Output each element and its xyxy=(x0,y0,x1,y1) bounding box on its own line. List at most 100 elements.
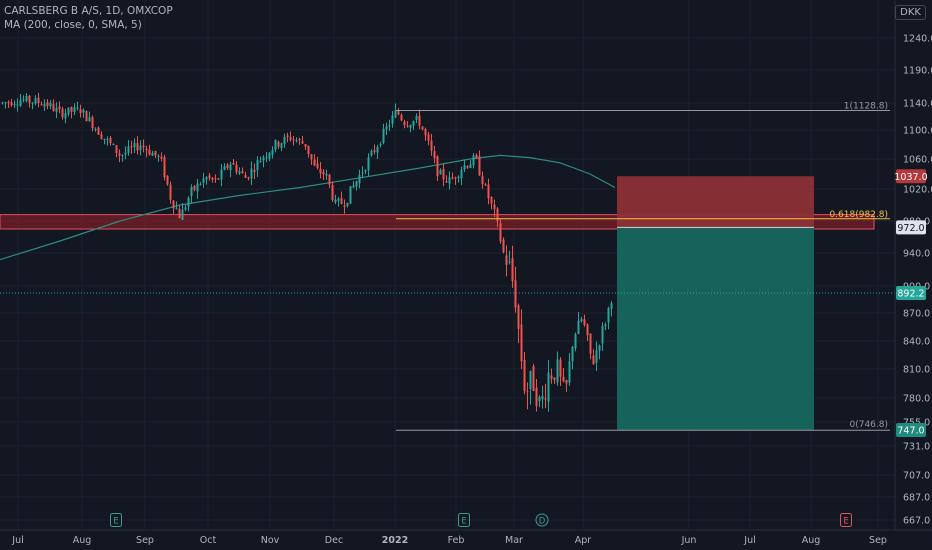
candle-body xyxy=(109,137,112,144)
candle-body xyxy=(55,107,58,112)
candle-body xyxy=(79,109,82,114)
candle-body xyxy=(76,107,79,109)
earnings-marker-icon xyxy=(110,513,122,527)
candle-body xyxy=(490,197,493,204)
candle-body xyxy=(349,186,352,204)
candle-body xyxy=(16,104,19,106)
candle-body xyxy=(412,121,415,126)
price-axis-label: 707.0 xyxy=(903,471,930,482)
candle-body xyxy=(34,98,37,104)
time-axis-label: Jul xyxy=(743,535,755,546)
candle-body xyxy=(43,103,46,107)
candle-body xyxy=(589,333,592,354)
candle-body xyxy=(337,198,340,201)
candle-body xyxy=(484,184,487,186)
price-tag-last: 892.2 xyxy=(897,289,924,300)
moving-average-layer xyxy=(0,154,616,261)
candle-body xyxy=(460,169,463,179)
candle-body xyxy=(598,345,601,351)
candle-body xyxy=(322,171,325,175)
candle-body xyxy=(250,168,253,179)
candle-body xyxy=(73,107,76,112)
price-axis-label: 731.0 xyxy=(903,442,930,453)
candle-body xyxy=(181,209,184,220)
candle-body xyxy=(133,142,136,148)
candle-body xyxy=(595,350,598,363)
candle-body xyxy=(97,127,100,135)
candle-body xyxy=(604,324,607,327)
candle-body xyxy=(418,115,421,126)
candle-body xyxy=(331,185,334,200)
candle-body xyxy=(220,169,223,180)
price-axis-label: 780.0 xyxy=(903,394,930,405)
candle-body xyxy=(268,152,271,159)
candle-body xyxy=(553,377,556,380)
candle-body xyxy=(499,223,502,242)
candle-body xyxy=(112,143,115,145)
event-marker-letter: E xyxy=(843,517,848,527)
candle-body xyxy=(325,173,328,176)
candle-body xyxy=(1,102,4,104)
candle-body xyxy=(178,208,181,219)
candle-body xyxy=(517,305,520,329)
symbol-title[interactable]: CARLSBERG B A/S, 1D, OMXCOP xyxy=(4,5,173,17)
stop-loss-zone xyxy=(617,176,814,228)
candle-body xyxy=(478,156,481,176)
currency-label[interactable]: DKK xyxy=(895,5,926,20)
price-axis-label: 940.0 xyxy=(903,249,930,260)
candle-body xyxy=(70,107,73,112)
fib-retracement[interactable]: 1(1128.8) 0.618(982.8) 0(746.8) xyxy=(396,102,890,431)
candle-body xyxy=(481,175,484,185)
candle-body xyxy=(508,261,511,263)
candle-body xyxy=(382,128,385,143)
candle-body xyxy=(139,145,142,150)
candle-body xyxy=(565,380,568,384)
candle-body xyxy=(49,103,52,107)
price-axis-label: 687.0 xyxy=(903,493,930,504)
time-axis-label: Aug xyxy=(802,535,821,546)
earnings-marker-icon xyxy=(840,513,852,527)
earnings-marker-icon xyxy=(458,513,470,527)
candle-body xyxy=(400,114,403,121)
candle-body xyxy=(547,372,550,402)
candle-body xyxy=(85,111,88,122)
candle-body xyxy=(4,102,7,104)
event-marker-letter: D xyxy=(539,517,546,527)
candle-body xyxy=(334,199,337,203)
candle-body xyxy=(274,140,277,150)
candle-body xyxy=(592,355,595,364)
candle-body xyxy=(187,197,190,207)
price-axis-label: 840.0 xyxy=(903,337,930,348)
price-tag-entry: 972.0 xyxy=(897,223,924,234)
candle-body xyxy=(217,178,220,180)
candle-body xyxy=(406,125,409,127)
indicator-legend[interactable]: MA (200, close, 0, SMA, 5) xyxy=(4,19,142,31)
candle-body xyxy=(19,100,22,106)
candle-body xyxy=(190,187,193,197)
candle-body xyxy=(442,168,445,180)
candle-body xyxy=(421,126,424,130)
candle-body xyxy=(328,174,331,185)
candle-body xyxy=(544,398,547,400)
candle-body xyxy=(262,157,265,161)
time-axis-label: Mar xyxy=(505,535,523,546)
candle-body xyxy=(67,107,70,115)
candle-body xyxy=(364,170,367,172)
candle-body xyxy=(433,151,436,159)
candle-body xyxy=(373,150,376,152)
candle-body xyxy=(58,106,61,110)
candle-body xyxy=(583,319,586,325)
time-axis[interactable]: Jul Aug Sep Oct Nov Dec 2022 Feb Mar Apr Jun Jul Aug… xyxy=(11,535,887,546)
candle-body xyxy=(148,149,151,155)
candle-body xyxy=(304,143,307,147)
candle-body xyxy=(160,156,163,159)
price-axis-label: 1140.0 xyxy=(903,99,932,110)
candle-body xyxy=(538,397,541,402)
candle-body xyxy=(394,110,397,118)
candle-body xyxy=(370,150,373,156)
candle-body xyxy=(205,177,208,180)
candle-body xyxy=(199,184,202,186)
candle-body xyxy=(352,185,355,188)
